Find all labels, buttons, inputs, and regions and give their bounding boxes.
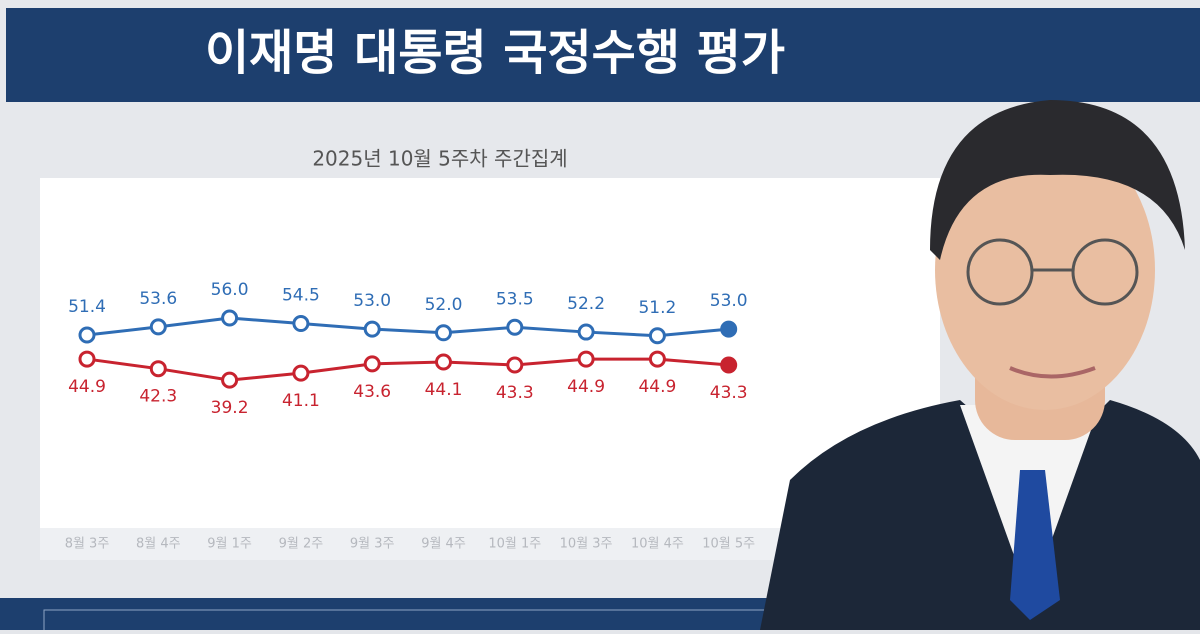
x-tick-label: 9월 2주 [279, 537, 324, 552]
x-tick-label: 9월 4주 [421, 537, 466, 552]
chart-subtitle: 2025년 10월 5주차 주간집계 [312, 147, 567, 171]
data-point [149, 360, 167, 378]
data-point [435, 353, 452, 371]
data-point [648, 350, 666, 368]
header-band [6, 8, 1200, 102]
data-label: 51.2 [638, 298, 676, 318]
data-point [363, 320, 381, 338]
data-point [78, 326, 96, 344]
chart-title: 이재명 대통령 국정수행 평가 [205, 25, 785, 81]
x-tick-label: 10월 1주 [488, 537, 541, 552]
data-label: 51.4 [68, 297, 106, 317]
data-label: 43.3 [496, 383, 534, 403]
data-label: 54.5 [282, 286, 320, 306]
data-point [506, 356, 524, 374]
data-label: 43.3 [710, 383, 748, 403]
x-tick-label: 9월 1주 [207, 537, 252, 552]
x-tick-label: 8월 4주 [136, 537, 181, 552]
series-line [86, 357, 729, 382]
portrait [760, 100, 1200, 630]
data-label: 56.0 [211, 280, 249, 300]
data-point [506, 318, 524, 336]
data-label: 39.2 [211, 398, 249, 418]
data-point [720, 356, 738, 374]
data-point [648, 327, 666, 345]
series-line [86, 316, 729, 338]
x-tick-label: 10월 5주 [702, 537, 755, 552]
data-point [221, 371, 239, 389]
data-label: 44.9 [567, 377, 605, 397]
data-point [363, 355, 381, 373]
data-label: 41.1 [282, 391, 320, 411]
data-point [577, 350, 595, 368]
data-label: 53.0 [710, 291, 748, 311]
data-label: 53.5 [496, 289, 534, 309]
data-point [292, 315, 310, 333]
data-label: 53.6 [139, 289, 177, 309]
data-point [78, 350, 96, 368]
data-label: 52.2 [567, 294, 605, 314]
data-point [292, 364, 310, 382]
data-label: 43.6 [353, 382, 391, 402]
data-point [435, 324, 452, 342]
data-point [149, 318, 167, 336]
x-tick-label: 8월 3주 [65, 537, 110, 552]
data-label: 44.1 [425, 380, 463, 400]
data-point [720, 320, 738, 338]
x-tick-label: 9월 3주 [350, 537, 395, 552]
data-point [577, 323, 595, 341]
data-label: 44.9 [638, 377, 676, 397]
x-tick-label: 10월 3주 [560, 537, 613, 552]
data-label: 42.3 [139, 387, 177, 407]
data-label: 44.9 [68, 377, 106, 397]
data-label: 53.0 [353, 291, 391, 311]
data-label: 52.0 [425, 295, 463, 315]
x-tick-label: 10월 4주 [631, 537, 684, 552]
data-point [221, 309, 239, 327]
